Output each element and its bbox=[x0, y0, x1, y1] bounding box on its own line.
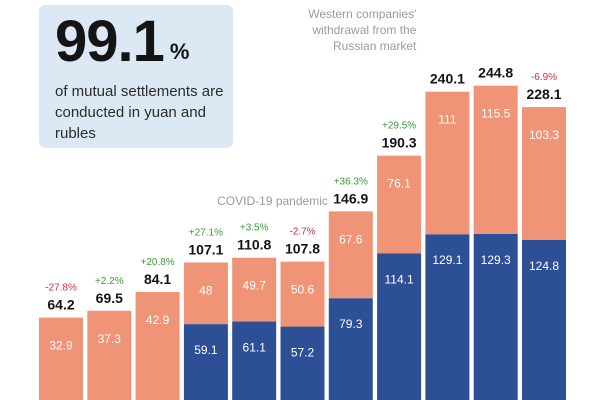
bar-segment-top-label-8: 111 bbox=[438, 113, 457, 127]
bar-segment-top-label-4: 49.7 bbox=[243, 279, 267, 293]
bar-segment-top-10 bbox=[522, 107, 566, 240]
bar-change-label-10: -6.9% bbox=[531, 72, 557, 83]
chart-annotation-line-1-1: withdrawal from the bbox=[311, 23, 416, 37]
bar-total-label-9: 244.8 bbox=[478, 65, 513, 81]
headline-description: of mutual settlements are conducted in y… bbox=[55, 83, 224, 142]
bar-segment-top-label-0: 32.9 bbox=[49, 339, 73, 353]
bar-total-label-4: 110.8 bbox=[237, 237, 271, 253]
bar-change-label-2: +20.8% bbox=[140, 257, 174, 268]
bar-segment-bottom-10 bbox=[522, 239, 566, 400]
bar-segment-bottom-4 bbox=[232, 321, 277, 400]
bar-segment-top-5 bbox=[280, 261, 325, 327]
bar-total-label-1: 69.5 bbox=[96, 290, 123, 306]
bar-segment-top-label-2: 42.9 bbox=[146, 313, 170, 327]
bar-change-label-6: +36.3% bbox=[334, 176, 368, 187]
bar-total-label-0: 64.2 bbox=[47, 297, 74, 313]
chart-annotation-line-1-2: Russian market bbox=[333, 39, 417, 53]
bar-segment-top-label-5: 50.6 bbox=[291, 283, 315, 297]
bar-total-label-8: 240.1 bbox=[430, 71, 465, 87]
bar-segment-top-label-3: 48 bbox=[199, 283, 213, 297]
bar-total-label-2: 84.1 bbox=[144, 271, 171, 287]
bar-segment-bottom-label-9: 129.3 bbox=[481, 253, 511, 267]
bar-segment-bottom-label-10: 124.8 bbox=[529, 259, 559, 273]
bar-segment-top-3 bbox=[183, 262, 228, 325]
bar-segment-bottom-label-5: 57.2 bbox=[291, 346, 315, 360]
bar-segment-top-8 bbox=[425, 91, 470, 235]
bar-segment-bottom-5 bbox=[280, 326, 325, 400]
bar-segment-top-label-1: 37.3 bbox=[98, 332, 122, 346]
bar-segment-top-9 bbox=[473, 85, 518, 234]
info-card: 99.1 % of mutual settlements are conduct… bbox=[39, 5, 233, 148]
bar-segment-top-1 bbox=[87, 310, 132, 400]
headline-number: 99.1 % bbox=[55, 13, 233, 71]
chart-annotation-line-1-0: Western companies' bbox=[308, 7, 416, 21]
bar-segment-bottom-label-3: 59.1 bbox=[194, 343, 218, 357]
bar-change-label-7: +29.5% bbox=[382, 121, 416, 132]
chart-annotation-line-0-0: COVID-19 pandemic bbox=[217, 194, 328, 208]
bar-segment-top-label-9: 115.5 bbox=[481, 107, 510, 121]
bar-segment-bottom-6 bbox=[328, 298, 373, 400]
bar-total-label-5: 107.8 bbox=[285, 241, 320, 257]
bar-change-label-5: -2.7% bbox=[289, 227, 315, 238]
bar-segment-top-7 bbox=[377, 155, 422, 254]
bar-segment-top-4 bbox=[232, 257, 277, 322]
bar-change-label-4: +3.5% bbox=[240, 223, 269, 234]
bar-segment-bottom-9 bbox=[473, 233, 518, 400]
bar-segment-bottom-8 bbox=[425, 234, 470, 400]
bar-segment-top-label-6: 67.6 bbox=[339, 232, 363, 246]
bar-segment-top-0 bbox=[39, 317, 83, 400]
bar-total-label-3: 107.1 bbox=[188, 241, 223, 257]
bar-segment-bottom-label-8: 129.1 bbox=[432, 253, 462, 267]
headline-value: 99.1 bbox=[55, 9, 165, 74]
bar-change-label-3: +27.1% bbox=[189, 227, 223, 238]
bar-segment-bottom-label-4: 61.1 bbox=[243, 341, 267, 355]
chart-annotation-0: COVID-19 pandemic bbox=[217, 194, 328, 208]
bar-segment-bottom-3 bbox=[183, 324, 228, 400]
chart-annotation-1: Western companies' withdrawal from the Rus… bbox=[308, 7, 417, 53]
bar-total-label-10: 228.1 bbox=[526, 86, 561, 102]
bar-total-label-6: 146.9 bbox=[333, 190, 368, 206]
bar-segment-bottom-label-7: 114.1 bbox=[385, 272, 414, 286]
bar-change-label-1: +2.2% bbox=[95, 276, 124, 287]
bar-change-label-0: -27.8% bbox=[45, 283, 77, 294]
bar-segment-top-2 bbox=[135, 292, 180, 400]
headline-unit: % bbox=[169, 39, 190, 64]
bar-segment-top-6 bbox=[328, 211, 373, 299]
bar-segment-bottom-7 bbox=[377, 253, 422, 400]
bar-total-label-7: 190.3 bbox=[382, 135, 417, 151]
bar-segment-top-label-7: 76.1 bbox=[387, 177, 411, 191]
bar-segment-top-label-10: 103.3 bbox=[529, 128, 559, 142]
bar-segment-bottom-label-6: 79.3 bbox=[339, 317, 363, 331]
